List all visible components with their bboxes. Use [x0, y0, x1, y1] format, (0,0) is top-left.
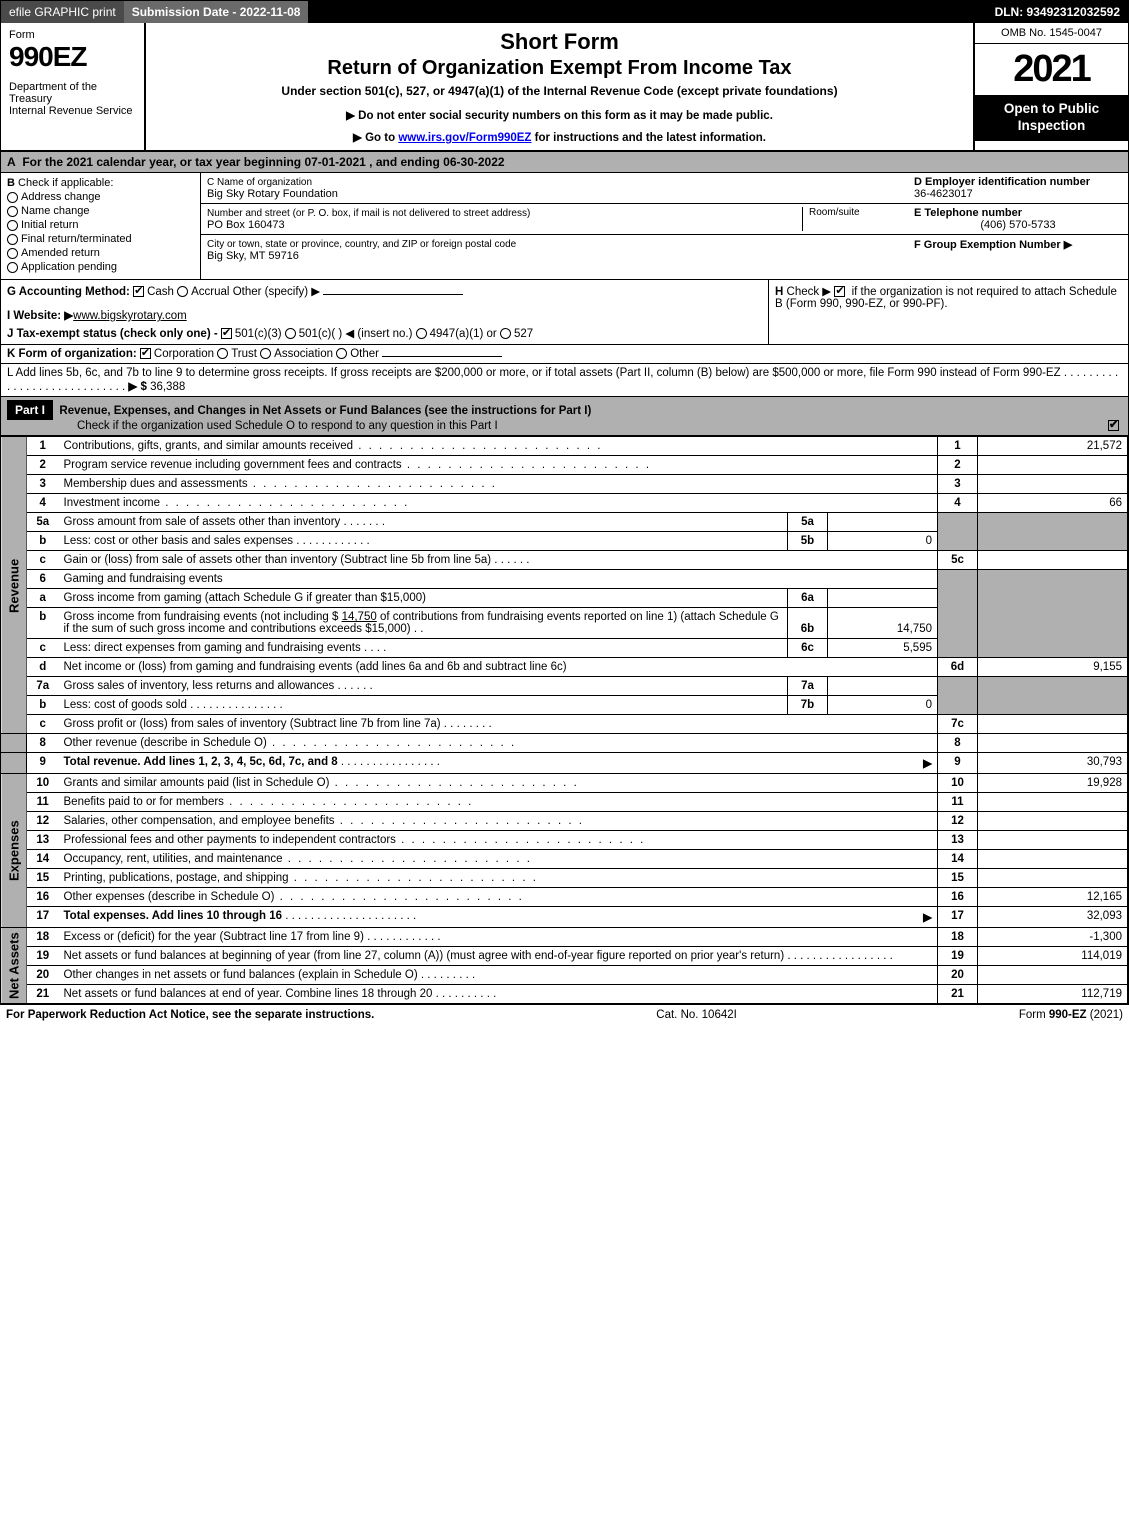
website: www.bigskyrotary.com: [73, 310, 187, 322]
dept-label: Department of the Treasury Internal Reve…: [9, 81, 136, 117]
assoc-checkbox[interactable]: [260, 348, 271, 359]
addr-change-checkbox[interactable]: [7, 192, 18, 203]
accrual-checkbox[interactable]: [177, 286, 188, 297]
section-bcdef: B Check if applicable: Address change Na…: [1, 173, 1128, 280]
line19-amt: 114,019: [978, 947, 1128, 966]
initial-return-checkbox[interactable]: [7, 220, 18, 231]
section-gh: G Accounting Method: Cash Accrual Other …: [1, 280, 1128, 345]
omb-number: OMB No. 1545-0047: [975, 23, 1128, 44]
expenses-side: Expenses: [1, 774, 27, 928]
schedule-o-checkbox[interactable]: [1108, 420, 1119, 431]
ein: 36-4623017: [914, 188, 973, 200]
j-label: J Tax-exempt status (check only one) -: [7, 328, 218, 340]
527-checkbox[interactable]: [500, 328, 511, 339]
revenue-side: Revenue: [1, 437, 27, 734]
part1-bar: Part I: [7, 400, 53, 420]
part1-header: Part I Revenue, Expenses, and Changes in…: [1, 397, 1128, 436]
telephone: (406) 570-5733: [914, 219, 1122, 231]
org-name: Big Sky Rotary Foundation: [207, 188, 338, 200]
line4-amt: 66: [978, 494, 1128, 513]
line9-amt: 30,793: [978, 753, 1128, 774]
dln: DLN: 93492312032592: [987, 1, 1128, 23]
line5b-amt: 0: [827, 532, 937, 550]
501c3-checkbox[interactable]: [221, 328, 232, 339]
line16-amt: 12,165: [978, 888, 1128, 907]
trust-checkbox[interactable]: [217, 348, 228, 359]
line6d-amt: 9,155: [978, 658, 1128, 677]
line-k: K Form of organization: Corporation Trus…: [1, 345, 1128, 364]
netassets-side: Net Assets: [1, 928, 27, 1004]
c-city-label: City or town, state or province, country…: [207, 239, 516, 250]
line18-amt: -1,300: [978, 928, 1128, 947]
d-ein-label: D Employer identification number: [914, 176, 1090, 188]
line17-amt: 32,093: [978, 907, 1128, 928]
org-city: Big Sky, MT 59716: [207, 250, 299, 262]
cash-checkbox[interactable]: [133, 286, 144, 297]
final-return-checkbox[interactable]: [7, 234, 18, 245]
org-addr: PO Box 160473: [207, 219, 285, 231]
short-form-title: Short Form: [156, 29, 963, 55]
amended-return-checkbox[interactable]: [7, 248, 18, 259]
form-number: 990EZ: [9, 41, 136, 73]
name-change-checkbox[interactable]: [7, 206, 18, 217]
other-checkbox[interactable]: [336, 348, 347, 359]
irs-link[interactable]: www.irs.gov/Form990EZ: [398, 132, 531, 144]
i-label: I Website: ▶: [7, 310, 73, 322]
open-inspection: Open to Public Inspection: [975, 95, 1128, 141]
g-label: G Accounting Method:: [7, 286, 130, 298]
go-to-link: ▶ Go to www.irs.gov/Form990EZ for instru…: [156, 130, 963, 144]
line-l: L Add lines 5b, 6c, and 7b to line 9 to …: [1, 364, 1128, 397]
b-title: Check if applicable:: [18, 177, 113, 189]
corp-checkbox[interactable]: [140, 348, 151, 359]
room-label: Room/suite: [802, 207, 902, 231]
topbar: efile GRAPHIC print Submission Date - 20…: [1, 1, 1128, 23]
subtitle: Under section 501(c), 527, or 4947(a)(1)…: [156, 84, 963, 98]
line-a: A For the 2021 calendar year, or tax yea…: [1, 152, 1128, 173]
return-title: Return of Organization Exempt From Incom…: [156, 57, 963, 80]
line6c-amt: 5,595: [827, 639, 937, 657]
efile-label: efile GRAPHIC print: [1, 1, 124, 23]
line7b-amt: 0: [827, 696, 937, 714]
c-addr-label: Number and street (or P. O. box, if mail…: [207, 208, 530, 219]
form-label: Form: [9, 29, 136, 41]
paperwork-notice: For Paperwork Reduction Act Notice, see …: [6, 1009, 374, 1021]
line21-amt: 112,719: [978, 985, 1128, 1004]
app-pending-checkbox[interactable]: [7, 262, 18, 273]
form-ref: Form 990-EZ (2021): [1019, 1009, 1123, 1021]
cat-no: Cat. No. 10642I: [374, 1009, 1019, 1021]
501c-checkbox[interactable]: [285, 328, 296, 339]
f-group-label: F Group Exemption Number: [914, 239, 1061, 251]
line10-amt: 19,928: [978, 774, 1128, 793]
ssn-note: ▶ Do not enter social security numbers o…: [156, 108, 963, 122]
submission-date: Submission Date - 2022-11-08: [124, 1, 309, 23]
gross-receipts: 36,388: [150, 381, 185, 393]
h-checkbox[interactable]: [834, 286, 845, 297]
footer: For Paperwork Reduction Act Notice, see …: [0, 1005, 1129, 1025]
line1-amt: 21,572: [978, 437, 1128, 456]
e-tel-label: E Telephone number: [914, 207, 1022, 219]
revenue-table: Revenue 1Contributions, gifts, grants, a…: [1, 436, 1128, 1004]
line6b-amt: 14,750: [827, 608, 937, 638]
4947-checkbox[interactable]: [416, 328, 427, 339]
c-name-label: C Name of organization: [207, 177, 312, 188]
form-header: Form 990EZ Department of the Treasury In…: [1, 23, 1128, 152]
tax-year: 2021: [975, 44, 1128, 95]
